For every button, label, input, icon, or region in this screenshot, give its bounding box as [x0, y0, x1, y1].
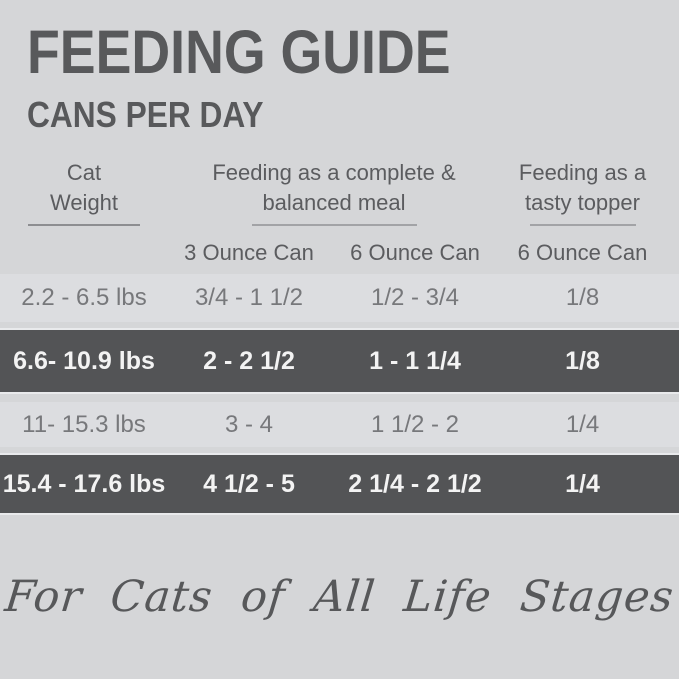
cell-meal-6oz: 2 1/4 - 2 1/2 [348, 469, 482, 498]
cell-weight: 2.2 - 6.5 lbs [21, 284, 147, 311]
cell-topper-6oz: 1/4 [565, 410, 600, 438]
table-row-highlighted: 6.6- 10.9 lbs 2 - 2 1/2 1 - 1 1/4 1/8 [0, 328, 679, 394]
row-spacer [0, 394, 679, 402]
cell-meal-6oz: 1/2 - 3/4 [370, 284, 460, 311]
cell-weight: 15.4 - 17.6 lbs [2, 469, 166, 498]
cell-meal-6oz: 1 - 1 1/4 [369, 346, 461, 375]
cell-topper-6oz: 1/4 [565, 469, 600, 498]
header-complete-meal-line2: balanced meal [262, 190, 406, 215]
table-row-highlighted: 15.4 - 17.6 lbs 4 1/2 - 5 2 1/4 - 2 1/2 … [0, 453, 679, 515]
cell-meal-6oz: 1 1/2 - 2 [370, 410, 460, 438]
table-row: 2.2 - 6.5 lbs 3/4 - 1 1/2 1/2 - 3/4 1/8 [0, 274, 679, 322]
cell-meal-3oz: 3/4 - 1 1/2 [194, 284, 304, 311]
header-underline [28, 224, 140, 226]
subheader-empty [0, 240, 168, 266]
header-cat-weight-line2: Weight [49, 190, 119, 215]
cell-weight: 6.6- 10.9 lbs [13, 346, 155, 375]
page-title: FEEDING GUIDE [27, 18, 451, 86]
page-subtitle: CANS PER DAY [27, 94, 264, 135]
header-cat-weight: Cat Weight [0, 158, 168, 226]
cell-topper-6oz: 1/8 [565, 346, 600, 375]
header-complete-meal: Feeding as a complete & balanced meal [168, 158, 500, 226]
header-underline [251, 224, 417, 226]
cell-topper-6oz: 1/8 [565, 284, 600, 311]
cell-meal-3oz: 2 - 2 1/2 [203, 346, 295, 375]
table-row: 11- 15.3 lbs 3 - 4 1 1/2 - 2 1/4 [0, 402, 679, 447]
header-tasty-topper: Feeding as a tasty topper [500, 158, 679, 226]
header-cat-weight-line1: Cat [66, 160, 102, 185]
cell-weight: 11- 15.3 lbs [22, 410, 146, 438]
subheader-3oz-can: 3 Ounce Can [184, 240, 314, 265]
cell-meal-3oz: 3 - 4 [224, 410, 274, 438]
subheader-6oz-can: 6 Ounce Can [350, 240, 480, 265]
table-body: 2.2 - 6.5 lbs 3/4 - 1 1/2 1/2 - 3/4 1/8 … [0, 274, 679, 515]
table-header-row: Cat Weight Feeding as a complete & balan… [0, 158, 679, 226]
all-life-stages-script-text: For Cats of All Life Stages [2, 572, 677, 622]
feeding-table: Cat Weight Feeding as a complete & balan… [0, 158, 679, 515]
table-subheader-row: 3 Ounce Can 6 Ounce Can 6 Ounce Can [0, 240, 679, 266]
subheader-topper-6oz-can: 6 Ounce Can [517, 240, 648, 265]
header-tasty-topper-line1: Feeding as a [518, 160, 647, 185]
cell-meal-3oz: 4 1/2 - 5 [203, 469, 295, 498]
header-tasty-topper-line2: tasty topper [525, 190, 640, 215]
header-underline [529, 224, 636, 226]
header-complete-meal-line1: Feeding as a complete & [212, 160, 456, 185]
